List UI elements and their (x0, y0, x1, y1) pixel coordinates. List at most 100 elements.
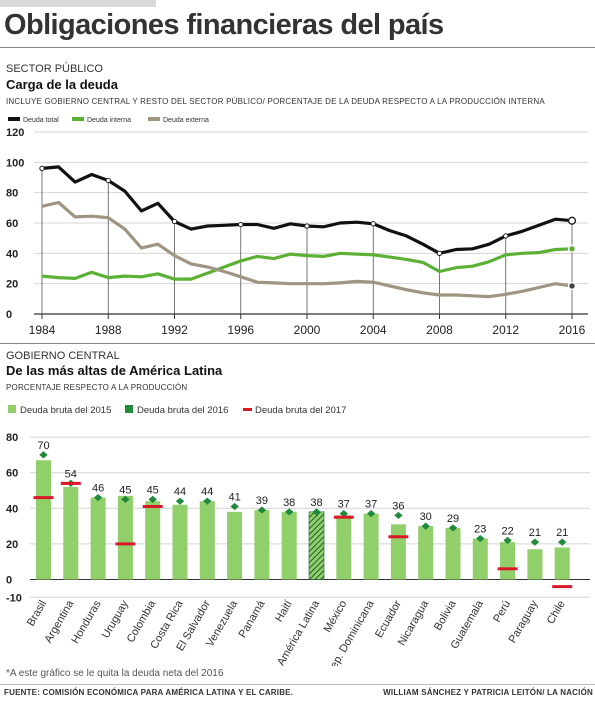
bar-18 (500, 542, 516, 580)
debt-line-chart: Deuda total Deuda interna Deuda externa 0 20… (6, 117, 588, 337)
data-label-20: 21 (556, 527, 568, 539)
total-marker-2000 (304, 223, 310, 229)
bar-13 (363, 513, 379, 580)
top-section-label: SECTOR PÚBLICO (6, 63, 103, 75)
data-label-15: 30 (420, 511, 432, 523)
x-tick-label-1992: 1992 (161, 323, 188, 337)
diamond-marker-19 (530, 538, 540, 546)
bar-9 (254, 510, 270, 580)
total-marker-1992 (171, 218, 178, 225)
x-tick-label-2008: 2008 (426, 323, 453, 337)
data-label-3: 46 (92, 483, 104, 495)
x-tick-label-2012: 2012 (492, 323, 519, 337)
data-label-14: 36 (392, 500, 404, 512)
legend-label-line-3: Deuda externa (163, 117, 209, 124)
legend-swatch-line-1 (8, 117, 20, 121)
diamond-marker-1 (39, 451, 48, 459)
bar-7 (199, 501, 215, 580)
category-label-9: Panamá (237, 598, 268, 640)
footer-divider (0, 684, 595, 685)
data-label-10: 38 (283, 497, 295, 509)
data-label-2: 54 (65, 468, 77, 480)
bar-y-tick-label-20: 20 (6, 539, 18, 551)
data-label-18: 22 (501, 525, 513, 537)
data-label-7: 44 (201, 486, 213, 498)
bar-11 (308, 511, 325, 580)
diamond-marker-17 (476, 534, 485, 543)
data-label-6: 44 (174, 486, 186, 498)
top-section-subtitle: INCLUYE GOBIERNO CENTRAL Y RESTO DEL SEC… (6, 97, 545, 106)
legend-swatch-line-2 (72, 117, 84, 121)
y-tick-label-100: 100 (6, 157, 24, 169)
category-label-12: México (322, 599, 350, 635)
bar-y-tick-label-60: 60 (6, 468, 18, 480)
data-label-13: 37 (365, 499, 377, 511)
bar-3 (90, 497, 106, 580)
data-label-9: 39 (256, 495, 268, 507)
data-label-12: 37 (338, 499, 350, 511)
title-divider (0, 47, 595, 48)
diamond-marker-8 (230, 502, 239, 511)
diamond-marker-3 (93, 494, 103, 502)
x-tick-label-1988: 1988 (95, 323, 122, 337)
top-accent-bar (0, 0, 156, 7)
interna-end-marker (567, 244, 577, 253)
latam-bar-chart: Deuda bruta del 2015 Deuda bruta del 2016… (6, 405, 590, 666)
bottom-section-title: De las más altas de América Latina (6, 363, 223, 378)
bar-y-tick-label-0: 0 (6, 575, 12, 587)
total-marker-2016 (567, 216, 577, 225)
bottom-section-subtitle: PORCENTAJE RESPECTO A LA PRODUCCIÓN (6, 383, 188, 392)
legend-label-line-2: Deuda interna (87, 117, 131, 124)
bottom-section-label: GOBIERNO CENTRAL (6, 350, 120, 362)
legend-label-line-1: Deuda total (23, 117, 59, 124)
data-label-8: 41 (228, 492, 240, 504)
data-label-1: 70 (37, 440, 49, 452)
x-tick-label-2016: 2016 (559, 323, 586, 337)
dash-marker-1 (33, 496, 54, 500)
dash-marker-5 (142, 505, 163, 509)
x-tick-label-2000: 2000 (294, 323, 321, 337)
category-label-20: Chile (545, 599, 568, 627)
y-tick-label-120: 120 (6, 127, 24, 139)
data-label-4: 45 (119, 484, 131, 496)
bar-17 (472, 538, 488, 580)
y-tick-label-0: 0 (6, 309, 12, 321)
category-label-16: Bolivia (432, 598, 459, 633)
top-section-title: Carga de la deuda (6, 77, 118, 92)
bar-y-tick-label--10: -10 (6, 592, 22, 604)
author-credit: WILLIAM SÁNCHEZ Y PATRICIA LEITÓN/ LA NA… (383, 688, 593, 697)
section-divider (0, 343, 595, 344)
legend-swatch-bar-2 (125, 405, 133, 413)
series-line-3 (41, 200, 573, 299)
y-tick-label-60: 60 (6, 218, 18, 230)
legend-label-bar-2: Deuda bruta del 2016 (137, 405, 228, 416)
dash-marker-18 (497, 567, 518, 571)
category-label-18: Perú (491, 599, 513, 625)
page-title: Obligaciones financieras del país (4, 9, 444, 41)
source-credit: FUENTE: COMISIÓN ECONÓMICA PARA AMÉRICA … (4, 688, 294, 697)
legend-label-bar-3: Deuda bruta del 2017 (255, 405, 346, 416)
x-tick-label-2004: 2004 (360, 323, 387, 337)
series-line-2 (41, 247, 573, 281)
bar-12 (336, 515, 352, 580)
total-marker-2008 (436, 250, 443, 257)
legend-swatch-bar-1 (8, 405, 16, 413)
y-tick-label-40: 40 (6, 248, 18, 260)
category-label-10: Haití (273, 599, 295, 625)
bar-10 (281, 511, 297, 580)
dash-marker-14 (388, 535, 409, 539)
data-label-19: 21 (529, 527, 541, 539)
legend-label-bar-1: Deuda bruta del 2015 (20, 405, 111, 416)
bar-4 (117, 495, 133, 580)
externa-end-marker (567, 281, 577, 291)
total-marker-2004 (370, 221, 376, 227)
dash-marker-4 (115, 542, 136, 546)
total-marker-2012 (503, 233, 509, 239)
y-tick-label-80: 80 (6, 188, 18, 200)
bar-16 (445, 527, 461, 580)
total-marker-1996 (238, 221, 244, 228)
bar-6 (172, 504, 188, 580)
data-label-5: 45 (147, 484, 159, 496)
dash-marker-20 (552, 585, 573, 589)
legend-swatch-bar-3 (243, 408, 252, 411)
